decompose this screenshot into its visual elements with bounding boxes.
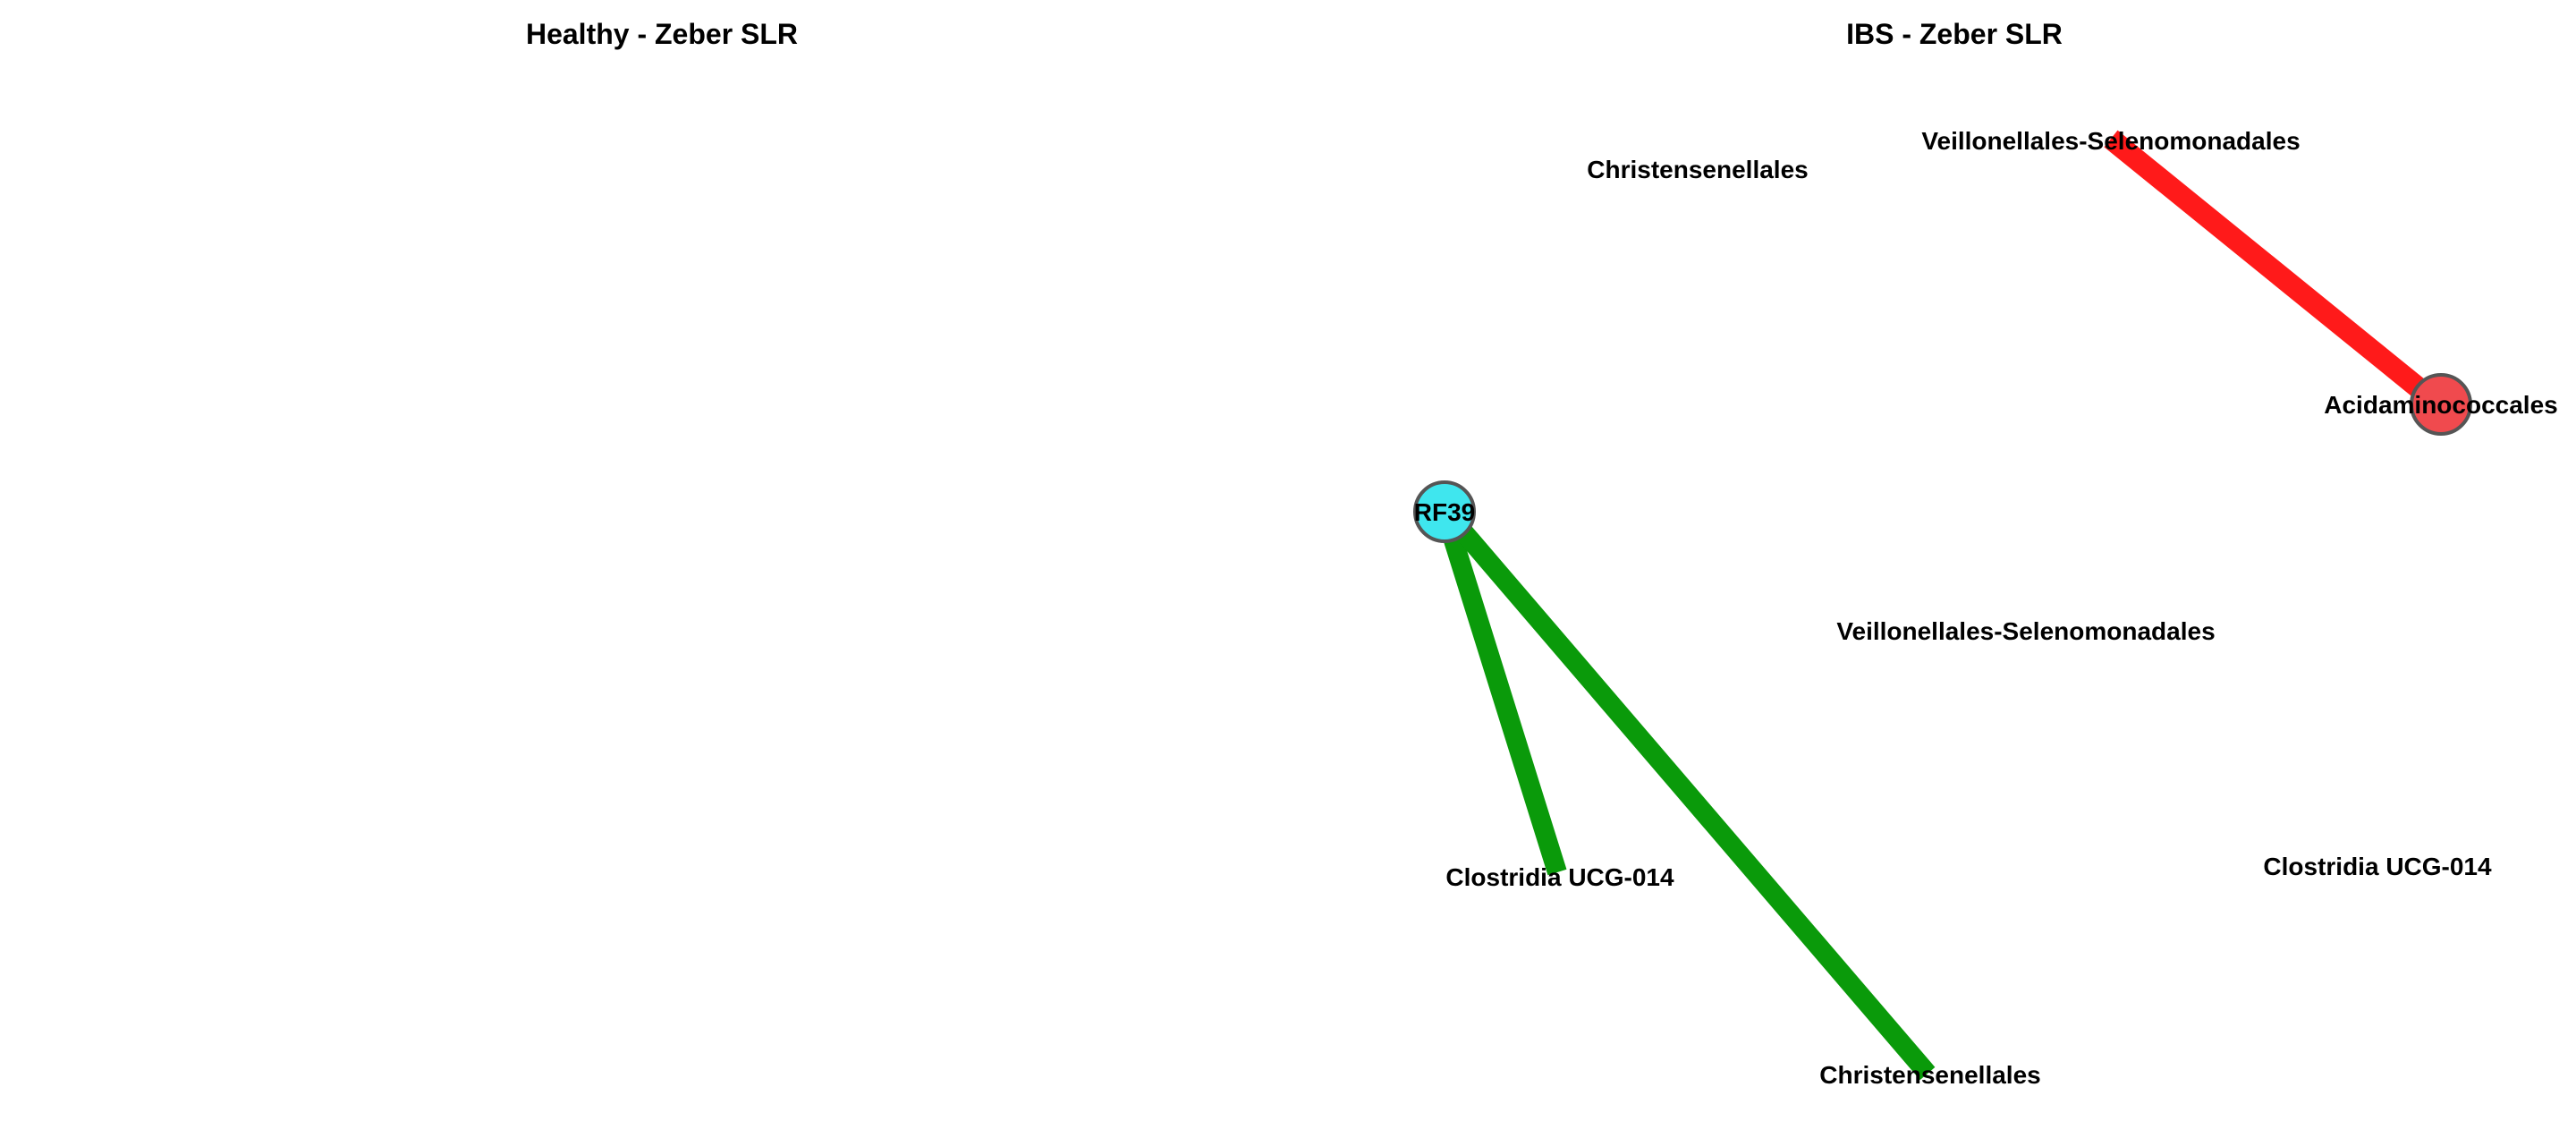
node-label-christensenellales: Christensenellales xyxy=(1587,156,1808,183)
node-label-veillonellales-selenomonadales-mid: Veillonellales-Selenomonadales xyxy=(1836,617,2215,645)
node-label-veillonellales-selenomonadales-top: Veillonellales-Selenomonadales xyxy=(1921,127,2300,155)
edge-veillonellales-acidaminococcales xyxy=(2104,130,2444,412)
node-label-clostridia-ucg-014-ibs: Clostridia UCG-014 xyxy=(2263,853,2492,880)
node-label-acidaminococcales: Acidaminococcales xyxy=(2324,391,2557,419)
healthy-panel-title: Healthy - Zeber SLR xyxy=(525,18,799,50)
node-label-clostridia-ucg-014: Clostridia UCG-014 xyxy=(1445,863,1674,891)
ibs-panel-title: IBS - Zeber SLR xyxy=(1846,18,2063,50)
node-acidaminococcales-circle xyxy=(2410,373,2472,436)
edge-rf39-christensenellales xyxy=(1443,510,1936,1081)
node-label-rf39: RF39 xyxy=(1414,498,1475,526)
edge-rf39-clostridia xyxy=(1435,508,1567,876)
node-rf39-circle xyxy=(1413,480,1476,543)
node-label-christensenellales-lower: Christensenellales xyxy=(1819,1061,2040,1089)
